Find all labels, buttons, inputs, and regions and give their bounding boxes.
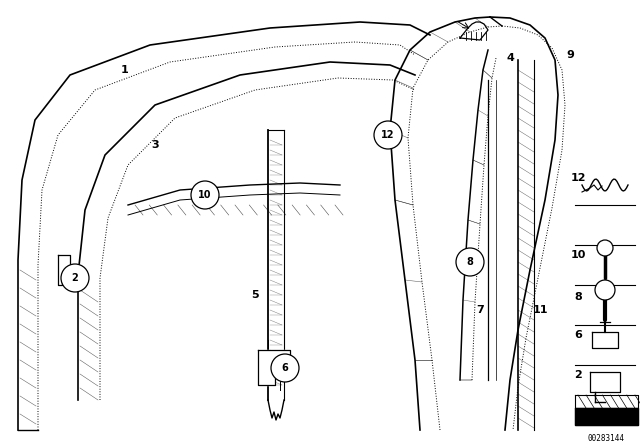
Text: 1: 1: [121, 65, 129, 75]
Text: 6: 6: [282, 363, 289, 373]
Text: 10: 10: [570, 250, 586, 260]
Circle shape: [191, 181, 219, 209]
Text: 8: 8: [574, 292, 582, 302]
Polygon shape: [58, 255, 70, 285]
Text: 12: 12: [381, 130, 395, 140]
Polygon shape: [258, 350, 290, 385]
Text: 00283144: 00283144: [588, 434, 625, 443]
Polygon shape: [575, 408, 638, 425]
Text: 9: 9: [566, 50, 574, 60]
Circle shape: [271, 354, 299, 382]
Text: 12: 12: [570, 173, 586, 183]
Circle shape: [456, 248, 484, 276]
Text: 4: 4: [506, 53, 514, 63]
Text: 3: 3: [151, 140, 159, 150]
Circle shape: [374, 121, 402, 149]
Text: 2: 2: [72, 273, 78, 283]
Text: 6: 6: [574, 330, 582, 340]
Circle shape: [597, 240, 613, 256]
Text: 10: 10: [198, 190, 212, 200]
Text: 2: 2: [574, 370, 582, 380]
Text: 11: 11: [532, 305, 548, 315]
Circle shape: [61, 264, 89, 292]
Circle shape: [595, 280, 615, 300]
Text: 8: 8: [467, 257, 474, 267]
Text: 7: 7: [476, 305, 484, 315]
Text: 5: 5: [251, 290, 259, 300]
